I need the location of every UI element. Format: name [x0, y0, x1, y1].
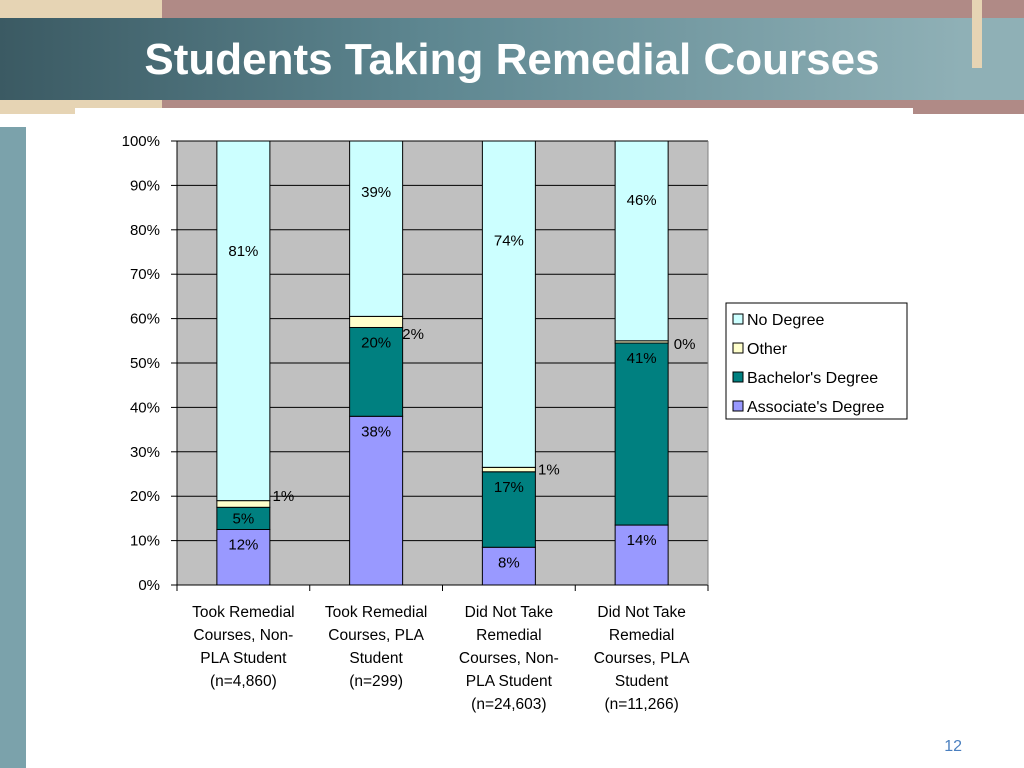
data-label: 8%	[498, 554, 520, 571]
data-label: 14%	[627, 532, 657, 549]
y-tick-label: 30%	[130, 444, 160, 461]
y-tick-label: 0%	[138, 577, 160, 594]
category-label: Courses, Non-	[193, 627, 293, 644]
data-label: 38%	[361, 423, 391, 440]
data-label: 46%	[627, 192, 657, 209]
y-tick-label: 90%	[130, 177, 160, 194]
y-tick-label: 60%	[130, 311, 160, 328]
category-label: Did Not Take	[465, 604, 553, 621]
bar-segment-no-degree-4	[614, 140, 669, 342]
bar-segment-bachelor-s-degree-4	[614, 342, 669, 526]
bars	[216, 140, 669, 586]
axes: 0% 10% 20% 30% 40% 50% 60% 70% 80% 90% 100% Took Re…	[122, 133, 709, 713]
data-label: 0%	[674, 336, 696, 353]
legend-label: Other	[747, 341, 788, 358]
category-label: Remedial	[476, 627, 541, 644]
data-label: 17%	[494, 479, 524, 496]
category-label: PLA Student	[200, 650, 287, 667]
category-label: (n=24,603)	[471, 696, 546, 713]
data-label: 1%	[538, 462, 560, 479]
data-label: 39%	[361, 184, 391, 201]
bar-segment-other-3	[481, 466, 536, 473]
legend-label: No Degree	[747, 312, 824, 329]
top-tan-band	[0, 0, 162, 18]
category-label: Took Remedial	[325, 604, 428, 621]
legend-swatch	[732, 313, 744, 325]
page-title: Students Taking Remedial Courses	[144, 35, 880, 84]
legend-swatch	[732, 342, 744, 354]
legend-box	[725, 302, 908, 420]
legend-swatch	[732, 400, 744, 412]
bar-segment-associate-s-degree-1	[216, 529, 271, 586]
category-label: (n=11,266)	[604, 696, 678, 713]
category-label: Courses, Non-	[459, 650, 559, 667]
y-tick-label: 80%	[130, 222, 160, 239]
bar-segment-other-1	[216, 500, 271, 508]
y-tick-label: 50%	[130, 355, 160, 372]
data-label: 20%	[361, 334, 391, 351]
data-label: 74%	[494, 232, 524, 249]
data-label: 81%	[228, 243, 258, 260]
page-number: 12	[944, 738, 962, 755]
bar-segment-associate-s-degree-3	[481, 546, 536, 586]
y-tick-label: 70%	[130, 266, 160, 283]
category-label: Student	[615, 673, 669, 690]
data-label: 5%	[233, 510, 255, 527]
bar-segment-no-degree-1	[216, 140, 271, 502]
category-label: Student	[349, 650, 403, 667]
bar-segment-associate-s-degree-2	[349, 415, 404, 586]
y-tick-label: 40%	[130, 399, 160, 416]
category-label: (n=299)	[349, 673, 403, 690]
title-right-handle	[972, 0, 982, 68]
data-label: 1%	[273, 488, 295, 505]
data-label: 12%	[228, 537, 258, 554]
category-label: Remedial	[609, 627, 674, 644]
category-label: Did Not Take	[597, 604, 685, 621]
data-label: 2%	[402, 326, 424, 343]
category-label: (n=4,860)	[210, 673, 277, 690]
y-tick-label: 100%	[122, 133, 160, 150]
bar-segment-bachelor-s-degree-2	[349, 326, 404, 417]
category-label: PLA Student	[466, 673, 553, 690]
category-label: Courses, PLA	[594, 650, 690, 667]
top-mauve-band	[162, 0, 1024, 18]
y-tick-label: 20%	[130, 488, 160, 505]
bar-segment-other-2	[349, 315, 404, 328]
data-label: 41%	[627, 350, 657, 367]
left-teal-bar	[0, 127, 26, 768]
category-label: Took Remedial	[192, 604, 295, 621]
bar-segment-bachelor-s-degree-3	[481, 471, 536, 548]
data-labels: 12% 5% 1% 81% 38% 20% 2% 39% 8% 17% 1% 74% 14% 41% 0% 4…	[228, 184, 695, 571]
y-tick-label: 10%	[130, 533, 160, 550]
content-white-band	[75, 108, 913, 118]
bar-segment-no-degree-3	[481, 140, 536, 468]
category-label: Courses, PLA	[328, 627, 424, 644]
legend-label: Bachelor's Degree	[747, 370, 878, 387]
legend-label: Associate's Degree	[747, 399, 884, 416]
legend-swatch	[732, 371, 744, 383]
title-bar	[0, 18, 962, 100]
bar-segment-associate-s-degree-4	[614, 524, 669, 586]
legend: No Degree Other Bachelor's Degree Associate…	[725, 302, 908, 420]
bar-segment-no-degree-2	[349, 140, 404, 317]
